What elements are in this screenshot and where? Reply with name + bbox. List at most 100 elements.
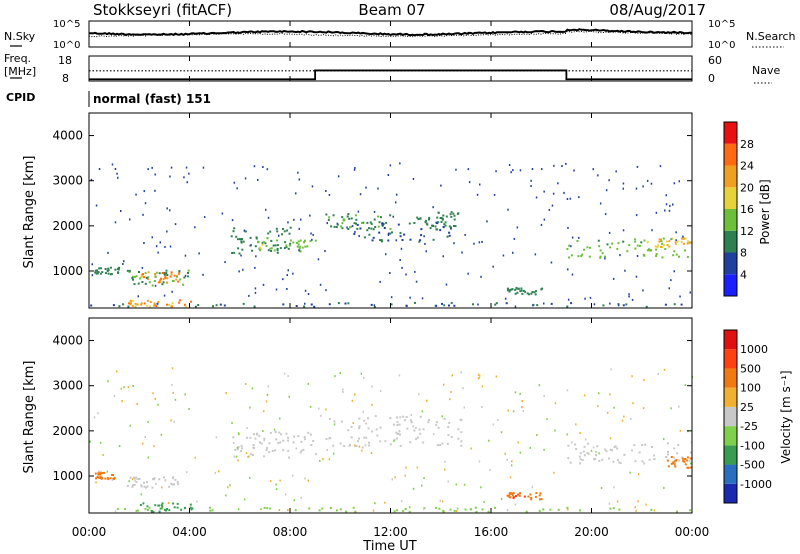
heat-cell — [608, 231, 611, 234]
heat-cell — [521, 406, 523, 409]
heat-cell — [530, 498, 533, 501]
heat-cell — [91, 274, 94, 277]
heat-cell — [520, 289, 523, 292]
heat-cell — [97, 471, 100, 474]
heat-cell — [689, 291, 691, 294]
heat-cell — [353, 232, 356, 235]
heat-cell — [182, 283, 184, 286]
heat-cell — [628, 293, 630, 296]
heat-cell — [374, 415, 377, 418]
heat-cell — [261, 241, 264, 244]
heat-cell — [233, 455, 236, 458]
heat-cell — [249, 236, 252, 239]
heat-cell — [164, 276, 167, 279]
heat-cell — [161, 283, 164, 286]
heat-cell — [566, 248, 569, 250]
heat-cell — [184, 274, 187, 277]
heat-cell — [141, 266, 144, 269]
heat-cell — [194, 226, 196, 229]
heat-cell — [609, 507, 612, 510]
heat-cell — [598, 392, 600, 395]
heat-cell — [384, 440, 387, 443]
heat-cell — [448, 225, 451, 228]
heat-cell — [178, 271, 181, 274]
heat-cell — [395, 431, 398, 434]
heat-cell — [240, 240, 243, 243]
heat-cell — [254, 287, 257, 290]
heat-cell — [478, 374, 481, 377]
heat-cell — [377, 215, 380, 218]
heat-cell — [161, 507, 164, 510]
heat-cell — [91, 263, 93, 266]
colorbar-swatch — [724, 349, 737, 369]
heat-cell — [469, 508, 472, 511]
heat-cell — [273, 249, 276, 252]
heat-cell — [116, 172, 118, 175]
heat-cell — [154, 189, 156, 192]
heat-cell — [514, 288, 517, 291]
heat-cell — [553, 164, 555, 167]
heat-cell — [309, 433, 312, 436]
heat-cell — [129, 476, 132, 479]
heat-cell — [677, 444, 680, 446]
heat-cell — [276, 230, 279, 233]
heat-cell — [325, 190, 327, 192]
heat-cell — [144, 486, 147, 489]
heat-cell — [516, 226, 519, 229]
heat-cell — [426, 223, 429, 226]
heat-cell — [593, 458, 596, 461]
heat-cell — [531, 291, 534, 293]
heat-cell — [118, 445, 121, 447]
heat-cell — [163, 476, 166, 479]
heat-cell — [260, 442, 263, 445]
heat-cell — [298, 245, 301, 248]
heat-cell — [94, 472, 97, 475]
heat-cell — [597, 239, 600, 242]
heat-cell — [362, 221, 365, 224]
heat-cell — [151, 284, 154, 287]
heat-cell — [122, 303, 125, 306]
heat-cell — [164, 245, 166, 248]
heat-cell — [209, 509, 212, 512]
heat-cell — [642, 185, 644, 188]
heat-cell — [414, 270, 416, 273]
heat-cell — [625, 303, 628, 306]
freq-label-line2: [MHz] — [4, 65, 36, 78]
heat-cell — [137, 282, 140, 285]
heat-cell — [448, 234, 451, 237]
heat-cell — [635, 509, 637, 512]
heat-cell — [389, 214, 392, 217]
heat-cell — [378, 231, 381, 234]
colorbar-tick-label: 8 — [740, 247, 747, 260]
heat-cell — [618, 508, 621, 511]
heat-cell — [287, 375, 289, 378]
heat-cell — [435, 421, 438, 424]
heat-cell — [658, 240, 661, 243]
heat-cell — [604, 257, 606, 260]
heat-cell — [405, 305, 408, 307]
heat-cell — [616, 500, 619, 503]
heat-cell — [135, 476, 138, 479]
heat-cell — [396, 509, 399, 512]
heat-cell — [155, 245, 158, 248]
heat-cell — [184, 393, 186, 396]
heat-cell — [475, 511, 478, 513]
heat-cell — [140, 302, 143, 305]
heat-cell — [673, 270, 675, 273]
heat-cell — [473, 242, 475, 245]
heat-cell — [554, 402, 557, 405]
heat-cell — [231, 219, 234, 222]
heat-cell — [682, 242, 685, 245]
heat-cell — [297, 243, 300, 246]
heat-cell — [584, 297, 586, 300]
heat-cell — [179, 299, 182, 302]
heat-cell — [509, 496, 512, 499]
heat-cell — [198, 252, 200, 255]
heat-cell — [661, 242, 663, 245]
heat-cell — [287, 221, 289, 224]
heat-cell — [600, 487, 603, 489]
heat-cell — [575, 448, 578, 450]
heat-cell — [393, 439, 395, 442]
heat-cell — [106, 470, 109, 473]
heat-cell — [148, 305, 151, 308]
